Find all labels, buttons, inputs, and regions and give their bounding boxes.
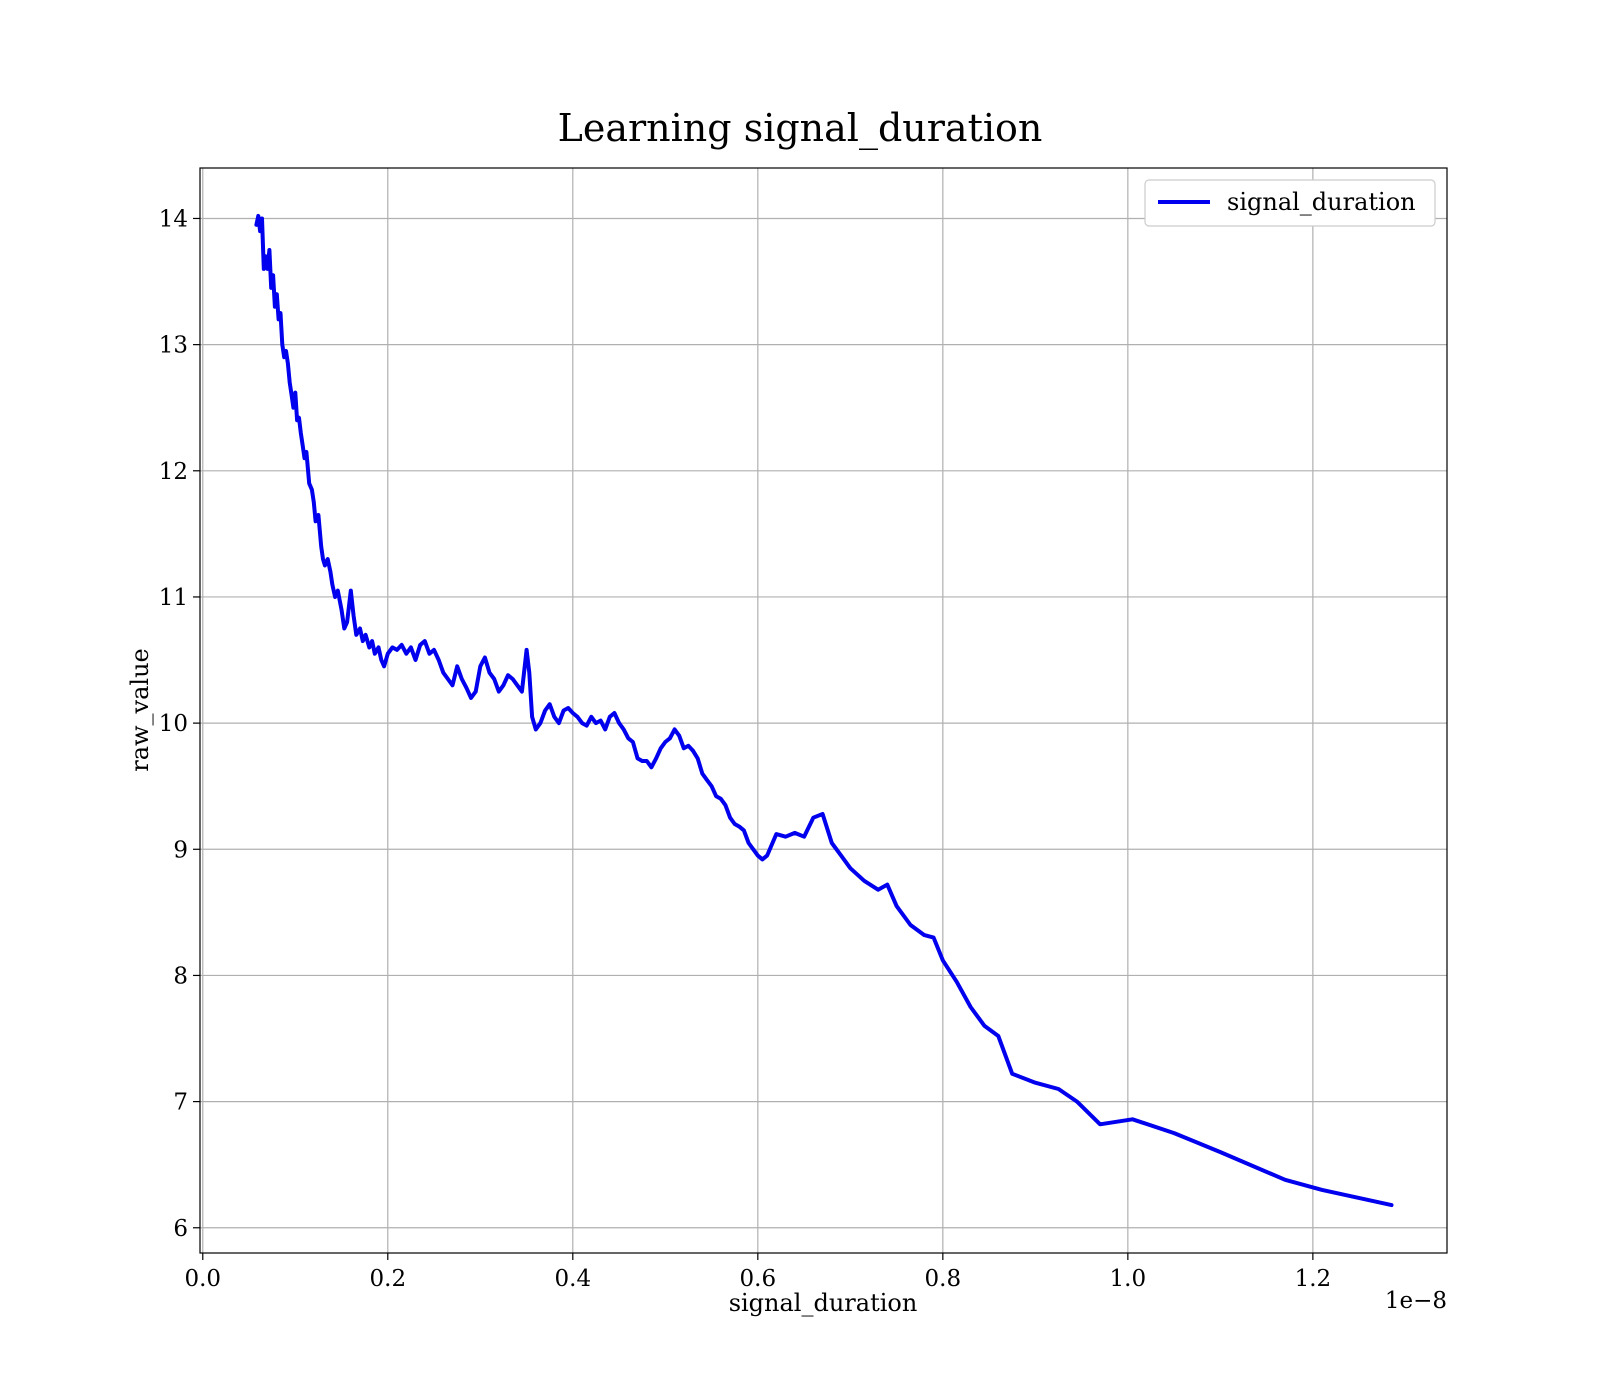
x-tick-label: 1.2 (1295, 1266, 1332, 1292)
grid (200, 168, 1447, 1253)
y-axis-label: raw_value (126, 648, 154, 772)
x-axis-label: signal_duration (729, 1289, 918, 1317)
series-layer (254, 213, 1394, 1208)
x-tick-label: 0.4 (555, 1266, 592, 1292)
y-tick-label: 6 (173, 1216, 188, 1242)
y-tick-label: 11 (159, 585, 188, 611)
x-axis-scale-label: 1e−8 (1385, 1288, 1447, 1314)
y-tick-label: 9 (173, 837, 188, 863)
y-tick-label: 14 (159, 206, 188, 232)
axis-ticks: 0.0 0.2 0.4 0.6 0.8 1.0 1.2 6 7 8 9 10 11 12 13 14 (159, 206, 1331, 1292)
plot-frame (199, 167, 1448, 1254)
y-tick-label: 13 (159, 333, 188, 359)
x-tick-label: 0.2 (370, 1266, 407, 1292)
x-tick-label: 1.0 (1110, 1266, 1147, 1292)
legend-label: signal_duration (1227, 188, 1416, 216)
y-tick-label: 12 (159, 459, 188, 485)
legend-box (1144, 179, 1436, 227)
x-tick-label: 0.8 (925, 1266, 962, 1292)
x-tick-label: 0.0 (184, 1266, 221, 1292)
y-tick-label: 8 (173, 963, 188, 989)
chart-title: Learning signal_duration (558, 106, 1043, 151)
x-tick-label: 0.6 (740, 1266, 777, 1292)
legend: signal_duration (1144, 179, 1436, 227)
series-line (254, 213, 1394, 1208)
y-tick-label: 10 (159, 711, 188, 737)
y-tick-label: 7 (173, 1090, 188, 1116)
